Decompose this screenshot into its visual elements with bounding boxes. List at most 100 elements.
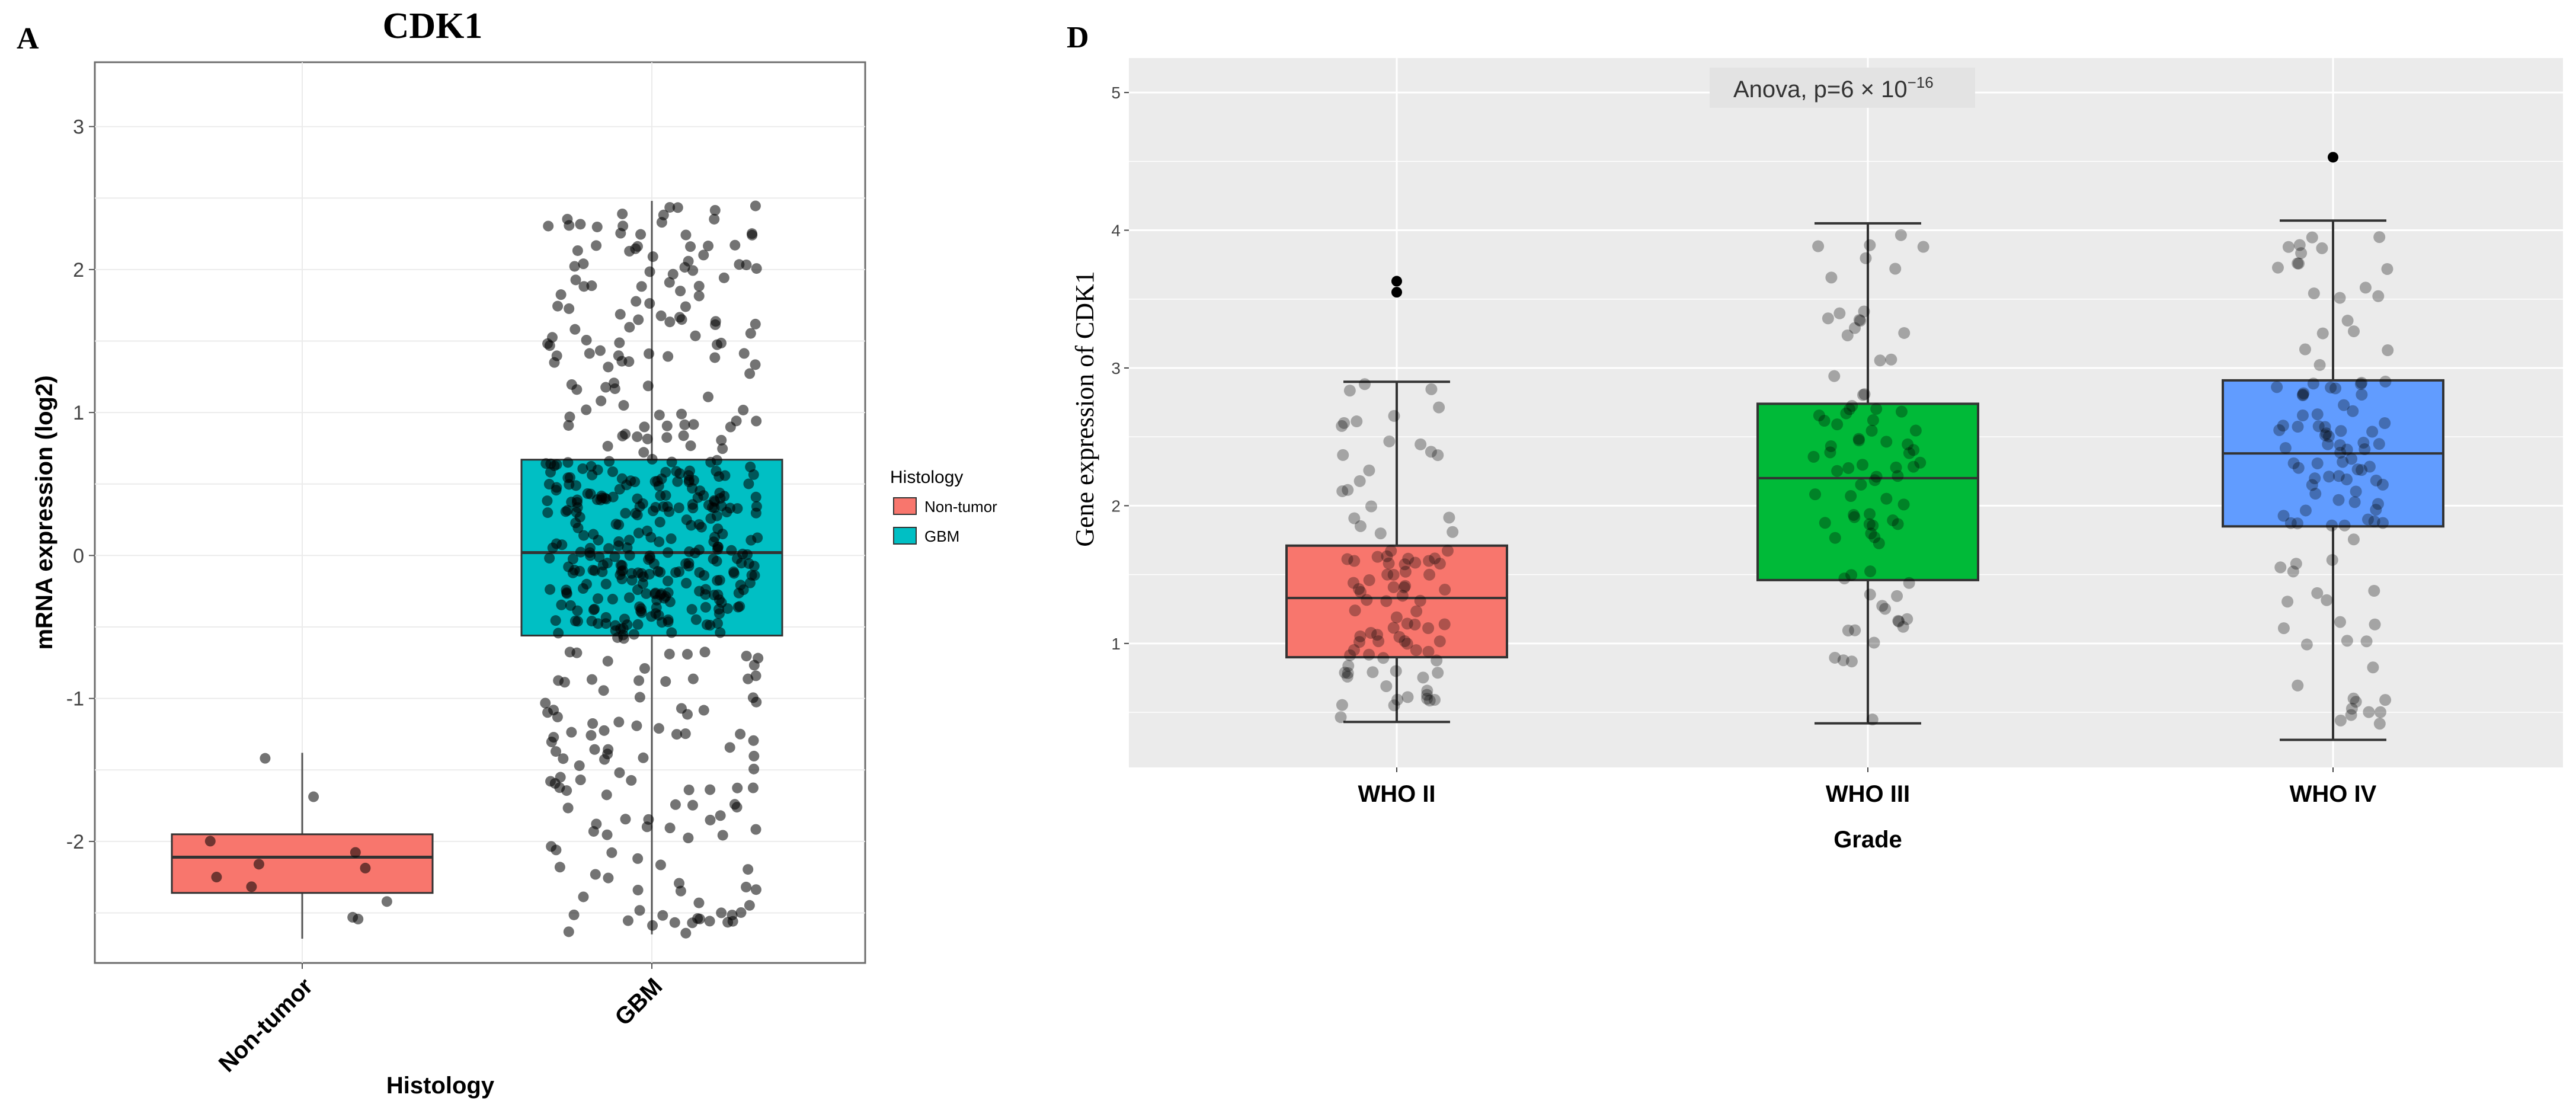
data-point	[732, 503, 743, 514]
anova-annotation-box	[1710, 68, 1975, 108]
data-point	[2345, 709, 2357, 721]
data-point	[638, 571, 649, 583]
data-point	[644, 266, 655, 277]
data-point	[2379, 417, 2391, 430]
data-point	[656, 217, 667, 228]
data-point	[2347, 692, 2360, 705]
data-point	[2351, 463, 2364, 476]
data-point	[1351, 415, 1363, 428]
data-point	[585, 729, 597, 741]
data-point	[562, 213, 573, 225]
data-point	[575, 219, 586, 230]
data-point	[1353, 475, 1366, 487]
data-point	[551, 350, 562, 361]
data-point	[563, 926, 574, 937]
data-point	[2354, 378, 2367, 391]
data-point	[1891, 590, 1903, 602]
data-point	[260, 753, 271, 764]
data-point	[1852, 433, 1865, 445]
data-point	[674, 566, 685, 577]
panel-d-points	[1335, 229, 2394, 730]
data-point	[558, 753, 569, 764]
data-point	[1410, 605, 1423, 617]
data-point	[1363, 574, 1375, 587]
data-point	[2335, 425, 2347, 437]
data-point	[649, 588, 661, 600]
data-point	[655, 567, 666, 578]
data-point	[1849, 624, 1861, 636]
data-point	[1867, 519, 1879, 532]
data-point	[1420, 689, 1433, 701]
outlier-point	[2328, 152, 2338, 163]
data-point	[2299, 504, 2312, 517]
data-point	[633, 675, 645, 686]
data-point	[1387, 568, 1400, 581]
data-point	[1390, 665, 1402, 677]
data-point	[672, 202, 683, 213]
data-point	[615, 309, 626, 320]
panel-a-label: A	[17, 22, 39, 56]
data-point	[633, 527, 644, 539]
data-point	[744, 900, 755, 911]
data-point	[655, 859, 666, 871]
data-point	[658, 593, 670, 604]
data-point	[2373, 231, 2386, 244]
data-point	[2306, 479, 2318, 491]
data-point	[1393, 631, 1406, 643]
data-point	[1860, 252, 1872, 264]
data-point	[681, 578, 692, 589]
data-point	[581, 578, 592, 590]
data-point	[1432, 449, 1444, 462]
outlier-point	[1391, 276, 1402, 287]
data-point	[253, 859, 264, 870]
data-point	[1854, 315, 1867, 327]
data-point	[1865, 424, 1878, 437]
data-point	[709, 204, 721, 216]
data-point	[655, 310, 667, 321]
data-point	[647, 251, 658, 263]
data-point	[641, 588, 652, 599]
data-point	[1335, 711, 1347, 724]
data-point	[1855, 478, 1867, 491]
data-point	[2368, 585, 2380, 597]
data-point	[2281, 596, 2294, 608]
data-point	[2325, 381, 2337, 393]
data-point	[554, 862, 565, 873]
data-point	[2306, 231, 2318, 244]
data-point	[591, 221, 603, 232]
data-point	[2334, 714, 2347, 727]
panel-a-points	[204, 200, 764, 939]
data-point	[609, 383, 620, 394]
data-point	[664, 648, 675, 660]
data-point	[551, 485, 562, 496]
data-point	[578, 258, 589, 270]
data-point	[2320, 427, 2332, 440]
data-point	[1848, 322, 1861, 334]
data-point	[2292, 679, 2304, 692]
data-point	[2341, 443, 2353, 456]
data-point	[546, 736, 557, 747]
data-point	[667, 268, 679, 280]
data-point	[731, 802, 743, 813]
data-point	[662, 501, 673, 512]
data-point	[381, 896, 392, 907]
data-point	[1841, 329, 1854, 341]
data-point	[1348, 577, 1360, 589]
data-point	[655, 490, 666, 501]
data-point	[604, 456, 615, 467]
data-point	[2334, 616, 2346, 628]
data-point	[669, 917, 680, 928]
data-point	[542, 495, 553, 507]
data-point	[2338, 519, 2351, 532]
data-point	[1880, 492, 1893, 505]
data-point	[574, 760, 585, 772]
data-point	[1414, 594, 1426, 607]
data-point	[1381, 568, 1394, 581]
data-point	[1336, 485, 1349, 497]
data-point	[750, 491, 761, 503]
data-point	[1387, 581, 1400, 593]
data-point	[1863, 518, 1876, 530]
data-point	[703, 391, 714, 402]
legend-swatch-non-tumor	[893, 497, 917, 515]
data-point	[2367, 661, 2379, 674]
